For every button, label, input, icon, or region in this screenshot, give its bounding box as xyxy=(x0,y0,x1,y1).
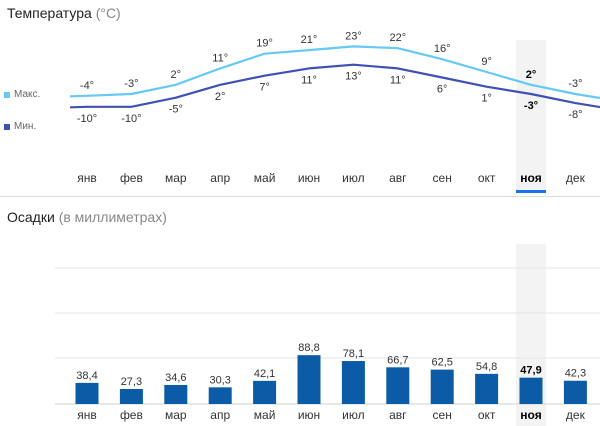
min-temp-label: -8° xyxy=(568,109,582,121)
min-temp-label: -3° xyxy=(524,100,538,112)
precip-month-label: май xyxy=(254,408,276,422)
precip-value-label: 42,1 xyxy=(254,368,275,380)
temperature-title: Температура (°C) xyxy=(7,5,121,21)
precipitation-unit: (в миллиметрах) xyxy=(58,209,167,225)
temp-month-label: сен xyxy=(433,171,452,185)
precip-month-label: сен xyxy=(433,408,452,422)
precip-bar xyxy=(208,387,232,404)
temp-month-label: янв xyxy=(77,171,97,185)
min-temp-label: 13° xyxy=(345,71,362,83)
legend-min-label: Мин. xyxy=(14,121,37,132)
precip-bar xyxy=(119,388,143,404)
max-temp-label: -4° xyxy=(80,80,94,92)
min-temp-line xyxy=(69,63,600,109)
legend-min-swatch xyxy=(4,123,10,130)
precip-value-label: 47,9 xyxy=(520,365,541,377)
precip-value-label: 38,4 xyxy=(76,370,97,382)
precip-bar xyxy=(253,380,277,404)
temp-month-label: дек xyxy=(566,171,586,185)
precip-bar xyxy=(341,361,365,404)
precip-bar xyxy=(75,382,99,404)
precip-bar xyxy=(386,367,410,404)
precip-month-label: июн xyxy=(298,408,320,422)
temp-month-label: июн xyxy=(298,171,320,185)
min-temp-label: 11° xyxy=(301,74,317,86)
precip-value-label: 88,8 xyxy=(298,342,319,354)
temp-month-label: мар xyxy=(165,171,187,185)
precip-month-label: янв xyxy=(77,408,97,422)
precip-month-label: мар xyxy=(165,408,187,422)
precip-value-label: 34,6 xyxy=(165,372,186,384)
temp-month-label: авг xyxy=(389,171,407,185)
min-temp-label: -10° xyxy=(121,113,141,125)
precip-month-label: дек xyxy=(566,408,586,422)
max-temp-label: 11° xyxy=(212,52,228,64)
legend-max-swatch xyxy=(4,91,10,98)
temp-month-label: май xyxy=(254,171,276,185)
min-temp-label: 6° xyxy=(437,84,448,96)
temp-month-label: окт xyxy=(478,171,496,185)
precipitation-title-text: Осадки xyxy=(7,209,55,225)
min-temp-label: 7° xyxy=(259,82,270,94)
temp-month-label: июл xyxy=(342,171,364,185)
precip-bar xyxy=(475,373,499,404)
min-temp-label: -10° xyxy=(77,113,97,125)
precip-value-label: 62,5 xyxy=(431,357,452,369)
max-temp-label: 23° xyxy=(345,30,362,42)
section-divider xyxy=(0,196,600,197)
temperature-title-text: Температура xyxy=(7,5,92,21)
precip-month-label: июл xyxy=(342,408,364,422)
precip-value-label: 54,8 xyxy=(476,361,497,373)
max-temp-line xyxy=(69,45,600,100)
precip-month-label: апр xyxy=(210,408,230,422)
precip-month-label: ноя xyxy=(520,408,541,422)
precip-bar xyxy=(563,380,587,404)
precip-value-label: 78,1 xyxy=(343,348,364,360)
precip-value-label: 42,3 xyxy=(565,368,586,380)
min-temp-label: 1° xyxy=(481,93,492,105)
legend-max-label: Макс. xyxy=(14,89,41,100)
min-temp-label: 2° xyxy=(215,91,226,103)
temp-month-label: апр xyxy=(210,171,230,185)
precip-bar xyxy=(430,369,454,404)
max-temp-label: -3° xyxy=(568,78,582,90)
max-temp-label: 16° xyxy=(434,43,451,55)
max-temp-label: 9° xyxy=(481,56,492,68)
min-temp-label: 11° xyxy=(390,74,406,86)
precip-value-label: 27,3 xyxy=(121,376,142,388)
max-temp-label: -3° xyxy=(124,78,138,90)
max-temp-label: 21° xyxy=(301,34,318,46)
min-temp-label: -5° xyxy=(169,104,183,116)
max-temp-label: 22° xyxy=(389,32,406,44)
precip-bar xyxy=(297,355,321,404)
max-temp-label: 2° xyxy=(526,69,537,81)
selected-month-highlight-temp xyxy=(516,40,546,190)
precip-value-label: 66,7 xyxy=(387,354,408,366)
temp-month-label: ноя xyxy=(520,171,541,185)
temperature-unit: (°C) xyxy=(95,5,121,21)
legend-max: Макс. xyxy=(4,89,40,100)
precip-bar xyxy=(164,384,188,404)
precip-value-label: 30,3 xyxy=(209,374,230,386)
max-temp-label: 2° xyxy=(171,69,182,81)
temp-month-label: фев xyxy=(120,171,143,185)
max-temp-label: 19° xyxy=(256,38,273,50)
precip-month-label: фев xyxy=(120,408,143,422)
precip-bar xyxy=(519,377,543,404)
selected-month-underline xyxy=(516,190,546,193)
precip-month-label: окт xyxy=(478,408,496,422)
precip-month-label: авг xyxy=(389,408,407,422)
precipitation-title: Осадки (в миллиметрах) xyxy=(7,209,167,225)
legend-min: Мин. xyxy=(4,121,36,132)
